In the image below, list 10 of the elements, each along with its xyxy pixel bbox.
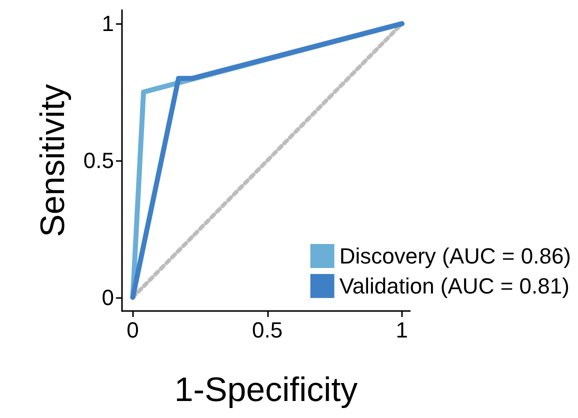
y-axis-title: Sensitivity: [34, 84, 72, 238]
legend-label: Discovery (AUC = 0.86): [339, 244, 572, 268]
x-tick-label: 0.5: [252, 318, 283, 342]
y-tick-label: 0.5: [83, 148, 114, 173]
x-tick-label: 0: [126, 318, 139, 342]
y-tick-label: 0: [102, 284, 114, 310]
x-tick-label: 1: [396, 318, 408, 342]
legend-label: Validation (AUC = 0.81): [339, 274, 570, 298]
x-axis-title: 1-Specificity: [174, 371, 358, 409]
y-tick-label: 1: [102, 11, 114, 36]
